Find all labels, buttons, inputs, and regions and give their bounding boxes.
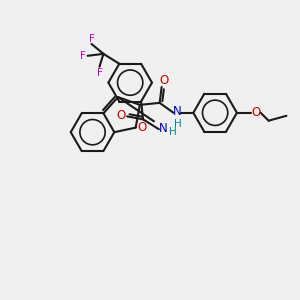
Text: N: N xyxy=(158,122,167,135)
Text: O: O xyxy=(251,106,260,119)
Text: H: H xyxy=(169,127,177,137)
Text: F: F xyxy=(88,34,94,44)
Text: O: O xyxy=(159,74,168,87)
Text: F: F xyxy=(97,68,102,78)
Text: O: O xyxy=(137,121,146,134)
Text: O: O xyxy=(117,109,126,122)
Text: F: F xyxy=(80,51,86,61)
Text: H: H xyxy=(174,119,182,129)
Text: N: N xyxy=(173,105,182,118)
